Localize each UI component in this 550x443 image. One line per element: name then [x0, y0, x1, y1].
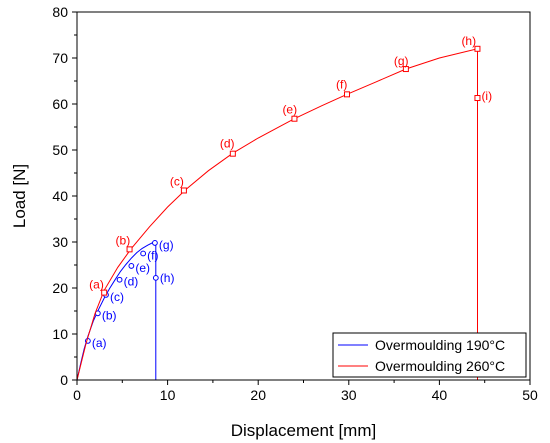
data-point-260-7	[474, 45, 481, 52]
y-tick-label-4: 40	[52, 188, 68, 204]
point-label-190-1: (b)	[102, 308, 117, 322]
x-axis-title: Displacement [mm]	[231, 421, 376, 440]
plot-frame	[76, 11, 531, 381]
y-tick-label-7: 70	[52, 50, 68, 66]
legend-label-260: Overmoulding 260°C	[375, 358, 505, 374]
legend-box	[332, 332, 527, 378]
y-tick-label-2: 20	[52, 280, 68, 296]
data-point-190-6	[152, 240, 158, 246]
legend: Overmoulding 190°C Overmoulding 260°C	[332, 332, 527, 378]
series-line-260	[76, 48, 478, 381]
data-point-190-7	[152, 274, 159, 281]
x-tick-label-4: 40	[432, 387, 448, 403]
data-point-190-4	[128, 263, 135, 269]
legend-label-190: Overmoulding 190°C	[375, 337, 505, 353]
data-point-190-5	[140, 250, 147, 257]
point-label-260-8: (i)	[481, 89, 492, 103]
x-tick-label-2: 20	[250, 387, 266, 403]
point-label-260-0: (a)	[89, 278, 104, 292]
point-label-190-4: (e)	[135, 261, 150, 275]
point-label-190-6: (g)	[159, 238, 174, 252]
data-point-190-3	[116, 276, 123, 283]
x-tick-label-0: 0	[73, 387, 81, 403]
y-tick-label-3: 30	[52, 234, 68, 250]
point-label-190-5: (f)	[147, 249, 158, 263]
y-tick-label-6: 60	[52, 96, 68, 112]
y-tick-label-8: 80	[52, 4, 68, 20]
point-label-260-4: (e)	[282, 103, 297, 117]
data-point-260-1	[126, 246, 133, 253]
plot-content: (a)(b)(c)(d)(e)(f)(g)(h)(a)(b)(c)(d)(e)(…	[76, 34, 492, 381]
point-label-190-2: (c)	[110, 290, 124, 304]
axes: 0 10 20 30 40 50 0 10 20 30 40 50 60 70 80	[52, 4, 538, 403]
y-axis-title: Load [N]	[10, 164, 29, 228]
point-label-260-7: (h)	[461, 34, 476, 48]
y-tick-label-5: 50	[52, 142, 68, 158]
point-label-190-3: (d)	[124, 275, 139, 289]
x-tick-label-3: 30	[341, 387, 357, 403]
y-tick-label-0: 0	[60, 372, 68, 388]
point-label-190-0: (a)	[92, 336, 107, 350]
data-point-260-6	[402, 66, 409, 73]
data-point-260-4	[291, 115, 298, 122]
data-point-260-0	[101, 289, 108, 296]
y-tick-label-1: 10	[52, 326, 68, 342]
point-label-260-1: (b)	[116, 233, 131, 247]
point-label-260-5: (f)	[336, 77, 347, 91]
x-tick-label-5: 50	[522, 387, 538, 403]
point-label-260-2: (c)	[170, 174, 184, 188]
point-label-260-3: (d)	[220, 137, 235, 151]
data-point-260-5	[343, 91, 350, 98]
point-label-260-6: (g)	[394, 54, 409, 68]
data-point-260-2	[180, 187, 187, 194]
data-point-260-3	[229, 150, 236, 157]
x-tick-label-1: 10	[160, 387, 176, 403]
data-point-260-8	[474, 95, 481, 102]
point-label-190-7: (h)	[160, 271, 175, 285]
